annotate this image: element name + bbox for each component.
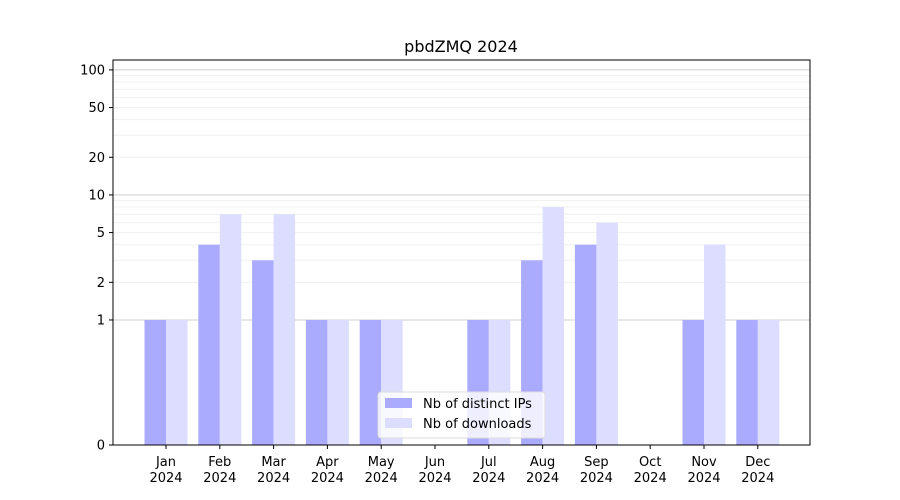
- bar-distinct-ips: [359, 319, 382, 445]
- x-tick-label-year: 2024: [418, 471, 451, 486]
- y-tick-label: 5: [97, 226, 105, 241]
- x-tick-label-month: Jan: [155, 455, 176, 470]
- bar-downloads: [704, 244, 726, 445]
- x-tick-label-month: Dec: [745, 455, 770, 470]
- bar-distinct-ips: [682, 319, 704, 445]
- x-tick-label-year: 2024: [311, 471, 344, 486]
- x-tick-label-month: Oct: [639, 455, 661, 470]
- x-tick-label-year: 2024: [687, 471, 720, 486]
- x-tick-label-year: 2024: [203, 471, 236, 486]
- bar-downloads: [166, 319, 188, 445]
- bar-distinct-ips: [574, 244, 597, 445]
- x-tick-label-year: 2024: [472, 471, 505, 486]
- legend-swatch: [385, 418, 412, 428]
- chart-title: pbdZMQ 2024: [404, 37, 518, 56]
- y-tick-label: 2: [97, 276, 105, 291]
- bar-distinct-ips: [736, 319, 758, 445]
- bar-downloads: [219, 214, 242, 445]
- legend-box: [377, 391, 546, 439]
- plot-frame: [112, 59, 811, 446]
- legend-label: Nb of downloads: [423, 417, 532, 432]
- bar-distinct-ips: [305, 319, 328, 445]
- x-tick-label-month: Jun: [424, 455, 445, 470]
- x-tick-label-month: Feb: [208, 455, 231, 470]
- bar-downloads: [273, 214, 296, 445]
- bar-downloads: [596, 222, 618, 445]
- x-tick-label-month: Mar: [261, 455, 286, 470]
- y-tick-label: 1: [97, 313, 105, 328]
- x-tick-label-month: Nov: [691, 455, 717, 470]
- x-tick-label-year: 2024: [741, 471, 774, 486]
- bar-downloads: [757, 319, 780, 445]
- x-tick-label-year: 2024: [526, 471, 559, 486]
- y-tick-label: 100: [80, 63, 105, 78]
- x-tick-label-year: 2024: [580, 471, 613, 486]
- x-tick-label-month: Sep: [584, 455, 609, 470]
- x-tick-label-year: 2024: [257, 471, 290, 486]
- bar-distinct-ips: [144, 319, 166, 445]
- x-tick-label-month: May: [368, 455, 395, 470]
- y-tick-label: 20: [88, 151, 105, 166]
- x-tick-label-month: Jul: [480, 455, 497, 470]
- bar-distinct-ips: [198, 244, 220, 445]
- legend-label: Nb of distinct IPs: [423, 397, 532, 412]
- x-axis: Jan2024Feb2024Mar2024Apr2024May2024Jun20…: [149, 445, 774, 486]
- bar-distinct-ips: [252, 260, 274, 445]
- x-tick-label-year: 2024: [149, 471, 182, 486]
- bar-downloads: [542, 207, 565, 445]
- y-tick-label: 50: [88, 101, 105, 116]
- y-tick-label: 0: [97, 439, 105, 454]
- x-tick-label-month: Aug: [530, 455, 555, 470]
- x-tick-label-year: 2024: [365, 471, 398, 486]
- y-tick-label: 10: [88, 188, 105, 203]
- y-axis: 0 1 2 5 10 20 50 100: [80, 63, 113, 454]
- legend-swatch: [385, 398, 412, 408]
- bar-downloads: [327, 319, 349, 445]
- x-tick-label-month: Apr: [316, 455, 339, 470]
- x-tick-label-year: 2024: [634, 471, 667, 486]
- legend: Nb of distinct IPs Nb of downloads: [377, 391, 546, 439]
